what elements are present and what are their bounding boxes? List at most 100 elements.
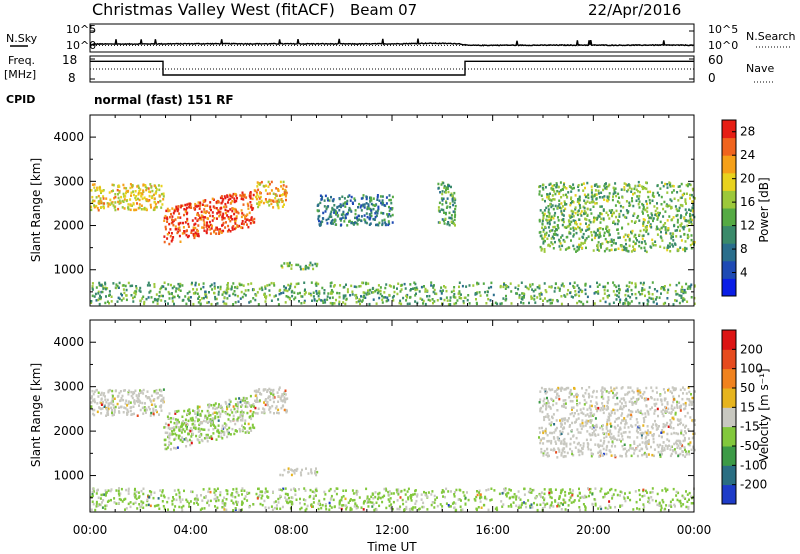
heatmap-cell	[625, 246, 628, 250]
heatmap-cell	[258, 183, 261, 186]
heatmap-cell	[90, 396, 93, 400]
heatmap-cell	[230, 201, 233, 205]
heatmap-cell	[380, 201, 383, 205]
heatmap-cell	[372, 207, 375, 211]
heatmap-cell	[129, 204, 132, 207]
heatmap-cell	[102, 400, 105, 404]
heatmap-cell	[641, 396, 643, 399]
heatmap-cell	[680, 196, 683, 199]
heatmap-cell	[206, 204, 209, 207]
heatmap-cell	[648, 296, 651, 300]
heatmap-cell	[116, 284, 119, 288]
heatmap-cell	[238, 397, 241, 400]
heatmap-cell	[220, 231, 223, 234]
heatmap-cell	[612, 408, 615, 412]
heatmap-cell	[93, 413, 96, 417]
heatmap-cell	[625, 450, 628, 453]
heatmap-cell	[622, 213, 625, 217]
heatmap-cell	[561, 404, 563, 408]
heatmap-cell	[282, 180, 285, 184]
heatmap-cell	[290, 267, 293, 270]
heatmap-cell	[93, 408, 96, 412]
heatmap-cell	[220, 195, 223, 198]
heatmap-cell	[573, 386, 575, 390]
heatmap-cell	[144, 198, 147, 201]
heatmap-cell	[685, 392, 688, 395]
heatmap-cell	[677, 185, 680, 188]
heatmap-cell	[580, 427, 583, 431]
heatmap-cell	[230, 285, 233, 288]
heatmap-cell	[541, 211, 544, 214]
heatmap-cell	[247, 207, 250, 210]
heatmap-cell	[315, 292, 318, 295]
heatmap-cell	[590, 195, 593, 199]
heatmap-cell	[217, 435, 220, 438]
heatmap-cell	[587, 419, 590, 423]
heatmap-cell	[627, 188, 630, 192]
heatmap-cell	[118, 191, 121, 194]
heatmap-cell	[599, 426, 602, 430]
heatmap-cell	[286, 493, 289, 497]
heatmap-cell	[198, 405, 201, 409]
heatmap-cell	[168, 437, 171, 440]
heatmap-cell	[199, 201, 202, 204]
heatmap-cell	[630, 288, 633, 292]
heatmap-cell	[546, 299, 549, 303]
heatmap-cell	[576, 213, 579, 217]
heatmap-cell	[673, 224, 676, 228]
heatmap-cell	[557, 205, 560, 208]
heatmap-cell	[570, 186, 573, 189]
heatmap-cell	[256, 412, 259, 415]
heatmap-cell	[381, 223, 384, 227]
heatmap-cell	[196, 405, 199, 408]
heatmap-cell	[361, 281, 364, 285]
heatmap-cell	[611, 198, 614, 202]
heatmap-cell	[649, 245, 652, 248]
heatmap-cell	[194, 222, 197, 226]
heatmap-cell	[650, 425, 653, 429]
colorbar-swatch	[722, 172, 736, 191]
heatmap-cell	[227, 404, 230, 408]
heatmap-cell	[559, 206, 561, 209]
heatmap-cell	[502, 297, 505, 300]
heatmap-cell	[230, 288, 233, 291]
heatmap-cell	[242, 203, 245, 206]
heatmap-cell	[642, 204, 645, 207]
heatmap-cell	[647, 411, 650, 414]
heatmap-cell	[143, 406, 146, 409]
heatmap-cell	[152, 412, 155, 416]
heatmap-cell	[615, 386, 618, 390]
heatmap-cell	[593, 216, 595, 219]
heatmap-cell	[569, 390, 572, 394]
heatmap-cell	[105, 414, 108, 417]
heatmap-cell	[542, 183, 545, 187]
heatmap-cell	[175, 447, 177, 450]
heatmap-cell	[266, 403, 269, 407]
heatmap-cell	[316, 262, 319, 266]
heatmap-cell	[691, 242, 694, 245]
heatmap-cell	[550, 442, 553, 445]
heatmap-cell	[118, 297, 121, 301]
heatmap-cell	[448, 223, 451, 227]
heatmap-cell	[420, 285, 423, 289]
heatmap-cell	[628, 430, 631, 434]
heatmap-cell	[185, 423, 188, 426]
heatmap-cell	[547, 405, 550, 408]
heatmap-cell	[629, 417, 632, 421]
heatmap-cell	[288, 288, 291, 291]
heatmap-cell	[101, 189, 104, 193]
heatmap-cell	[233, 227, 236, 231]
heatmap-cell	[281, 187, 284, 191]
heatmap-cell	[179, 205, 182, 209]
heatmap-cell	[280, 292, 283, 295]
heatmap-cell	[264, 399, 267, 402]
heatmap-cell	[162, 396, 165, 400]
heatmap-cell	[236, 419, 239, 423]
heatmap-cell	[330, 195, 332, 199]
heatmap-cell	[571, 452, 574, 456]
heatmap-cell	[190, 435, 193, 438]
heatmap-cell	[127, 208, 130, 211]
heatmap-cell	[570, 215, 573, 218]
heatmap-cell	[142, 189, 145, 192]
heatmap-cell	[564, 417, 567, 420]
